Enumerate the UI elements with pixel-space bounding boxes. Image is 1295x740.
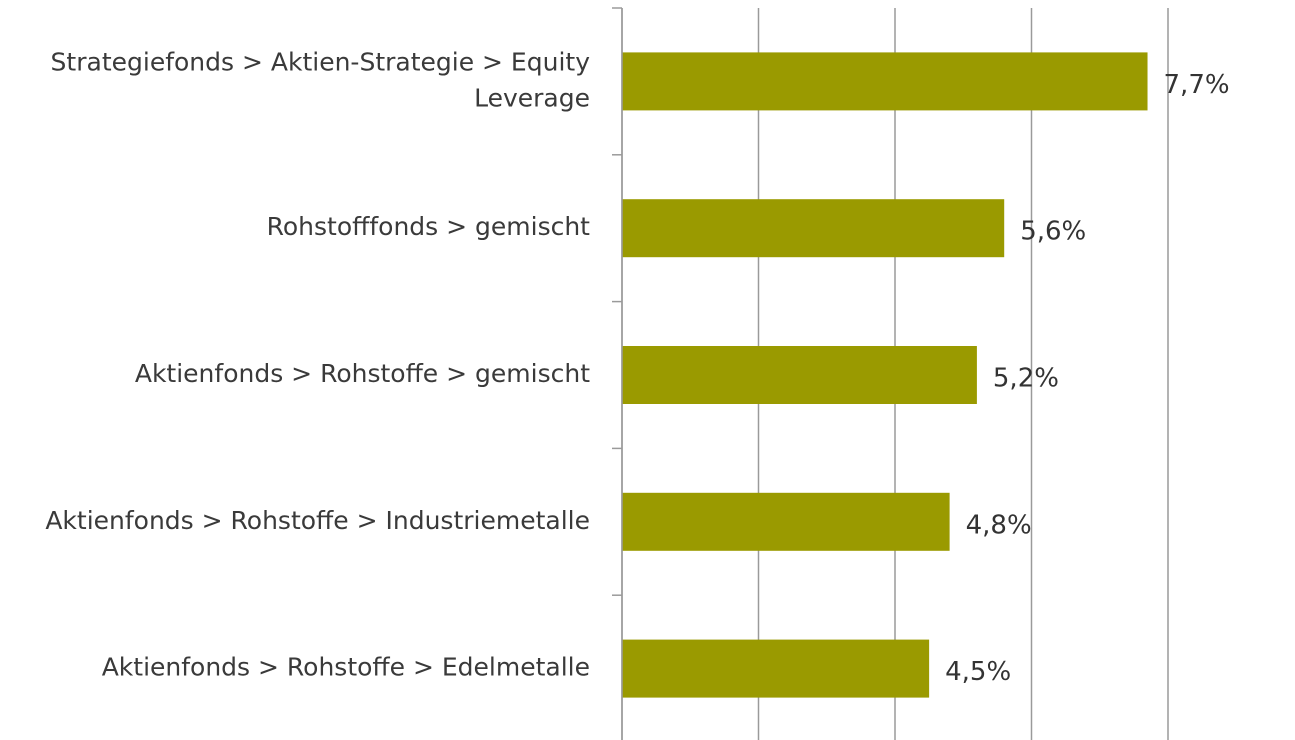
category-label: Strategiefonds > Aktien-Strategie > Equi… <box>51 47 591 112</box>
bar <box>622 346 977 404</box>
category-label: Aktienfonds > Rohstoffe > gemischt <box>135 359 590 388</box>
bar <box>622 492 950 551</box>
value-label: 7,7% <box>1164 70 1230 100</box>
bar <box>622 199 1005 258</box>
value-label: 4,5% <box>945 657 1011 687</box>
value-label: 4,8% <box>966 510 1032 540</box>
category-label: Rohstofffonds > gemischt <box>267 212 591 241</box>
category-label: Aktienfonds > Rohstoffe > Industriemetal… <box>45 506 590 535</box>
value-label: 5,2% <box>993 364 1059 394</box>
category-label: Aktienfonds > Rohstoffe > Edelmetalle <box>102 653 590 682</box>
bar <box>622 639 930 698</box>
bar <box>622 52 1148 111</box>
value-label: 5,6% <box>1020 217 1086 247</box>
